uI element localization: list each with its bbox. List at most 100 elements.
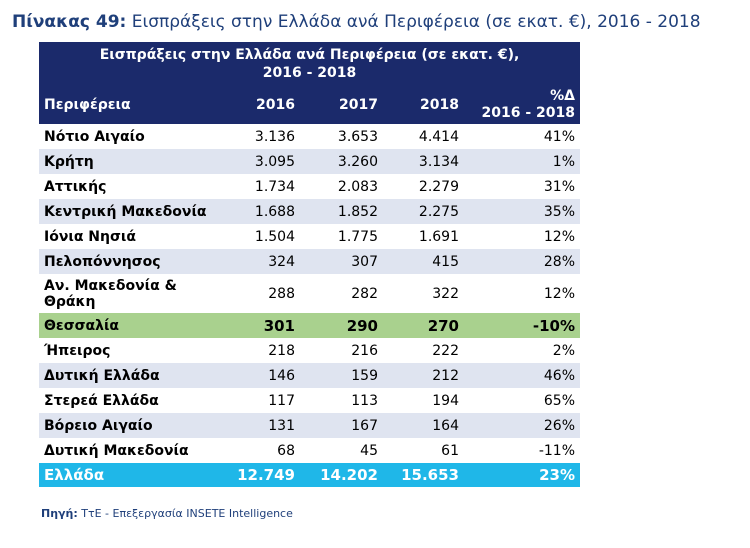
value-2016: 1.504 [213, 224, 300, 249]
value-2017: 113 [300, 388, 383, 413]
total-pct-change: 23% [464, 463, 580, 487]
region-name: Δυτική Ελλάδα [39, 363, 213, 388]
value-2018: 322 [383, 274, 464, 313]
total-name: Ελλάδα [39, 463, 213, 487]
value-2016: 288 [213, 274, 300, 313]
value-2018: 1.691 [383, 224, 464, 249]
table-title-row: Εισπράξεις στην Ελλάδα ανά Περιφέρεια (σ… [39, 42, 580, 86]
header-pct-line1: %Δ [550, 88, 575, 104]
source-note: Πηγή: ΤτΕ - Επεξεργασία INSETE Intellige… [41, 507, 293, 520]
header-region: Περιφέρεια [39, 86, 213, 124]
table-title: Εισπράξεις στην Ελλάδα ανά Περιφέρεια (σ… [39, 42, 580, 86]
pct-change: 26% [464, 413, 580, 438]
table-row: Πελοπόννησος 324 307 415 28% [39, 249, 580, 274]
table-row: Βόρειο Αιγαίο 131 167 164 26% [39, 413, 580, 438]
total-2016: 12.749 [213, 463, 300, 487]
pct-change: -11% [464, 438, 580, 463]
pct-change: -10% [464, 313, 580, 338]
header-pct-change: %Δ 2016 - 2018 [464, 86, 580, 124]
pct-change: 35% [464, 199, 580, 224]
header-2017: 2017 [300, 86, 383, 124]
table-row: Κρήτη 3.095 3.260 3.134 1% [39, 149, 580, 174]
value-2016: 146 [213, 363, 300, 388]
value-2017: 282 [300, 274, 383, 313]
value-2016: 3.095 [213, 149, 300, 174]
region-name: Στερεά Ελλάδα [39, 388, 213, 413]
value-2016: 324 [213, 249, 300, 274]
pct-change: 2% [464, 338, 580, 363]
header-row: Περιφέρεια 2016 2017 2018 %Δ 2016 - 2018 [39, 86, 580, 124]
pct-change: 12% [464, 274, 580, 313]
caption-text: Εισπράξεις στην Ελλάδα ανά Περιφέρεια (σ… [131, 12, 701, 32]
table-row: Αττικής 1.734 2.083 2.279 31% [39, 174, 580, 199]
value-2018: 270 [383, 313, 464, 338]
region-name: Θεσσαλία [39, 313, 213, 338]
value-2016: 218 [213, 338, 300, 363]
table-row: Αν. Μακεδονία & Θράκη 288 282 322 12% [39, 274, 580, 313]
value-2018: 212 [383, 363, 464, 388]
value-2017: 216 [300, 338, 383, 363]
pct-change: 12% [464, 224, 580, 249]
table-row: Δυτική Ελλάδα 146 159 212 46% [39, 363, 580, 388]
region-name: Νότιο Αιγαίο [39, 124, 213, 149]
table-number: Πίνακας 49: [12, 12, 127, 32]
value-2017: 3.653 [300, 124, 383, 149]
region-name-line1: Αν. Μακεδονία & [44, 277, 177, 294]
value-2017: 1.775 [300, 224, 383, 249]
value-2016: 117 [213, 388, 300, 413]
header-pct-line2: 2016 - 2018 [481, 105, 576, 121]
table-caption: Πίνακας 49: Εισπράξεις στην Ελλάδα ανά Π… [12, 12, 701, 32]
region-name: Ιόνια Νησιά [39, 224, 213, 249]
pct-change: 1% [464, 149, 580, 174]
region-name: Δυτική Μακεδονία [39, 438, 213, 463]
table-row: Ήπειρος 218 216 222 2% [39, 338, 580, 363]
table-row: Ιόνια Νησιά 1.504 1.775 1.691 12% [39, 224, 580, 249]
pct-change: 41% [464, 124, 580, 149]
header-2016: 2016 [213, 86, 300, 124]
value-2018: 415 [383, 249, 464, 274]
value-2016: 3.136 [213, 124, 300, 149]
value-2017: 290 [300, 313, 383, 338]
source-text: ΤτΕ - Επεξεργασία INSETE Intelligence [77, 507, 293, 520]
value-2017: 45 [300, 438, 383, 463]
pct-change: 28% [464, 249, 580, 274]
value-2018: 2.275 [383, 199, 464, 224]
value-2018: 164 [383, 413, 464, 438]
value-2017: 2.083 [300, 174, 383, 199]
value-2016: 68 [213, 438, 300, 463]
total-2017: 14.202 [300, 463, 383, 487]
region-name: Κρήτη [39, 149, 213, 174]
source-label: Πηγή: [41, 507, 78, 520]
pct-change: 46% [464, 363, 580, 388]
value-2016: 131 [213, 413, 300, 438]
region-name: Κεντρική Μακεδονία [39, 199, 213, 224]
table-row: Κεντρική Μακεδονία 1.688 1.852 2.275 35% [39, 199, 580, 224]
table-row: Νότιο Αιγαίο 3.136 3.653 4.414 41% [39, 124, 580, 149]
value-2017: 159 [300, 363, 383, 388]
region-name: Πελοπόννησος [39, 249, 213, 274]
table-row: Δυτική Μακεδονία 68 45 61 -11% [39, 438, 580, 463]
value-2018: 61 [383, 438, 464, 463]
value-2016: 301 [213, 313, 300, 338]
receipts-table: Εισπράξεις στην Ελλάδα ανά Περιφέρεια (σ… [39, 42, 580, 487]
value-2018: 222 [383, 338, 464, 363]
table-title-line2: 2016 - 2018 [262, 65, 357, 81]
value-2017: 1.852 [300, 199, 383, 224]
table-row-highlighted: Θεσσαλία 301 290 270 -10% [39, 313, 580, 338]
region-name: Ήπειρος [39, 338, 213, 363]
total-row: Ελλάδα 12.749 14.202 15.653 23% [39, 463, 580, 487]
value-2017: 307 [300, 249, 383, 274]
value-2018: 2.279 [383, 174, 464, 199]
total-2018: 15.653 [383, 463, 464, 487]
pct-change: 31% [464, 174, 580, 199]
value-2016: 1.734 [213, 174, 300, 199]
value-2016: 1.688 [213, 199, 300, 224]
table-row: Στερεά Ελλάδα 117 113 194 65% [39, 388, 580, 413]
value-2018: 194 [383, 388, 464, 413]
pct-change: 65% [464, 388, 580, 413]
header-2018: 2018 [383, 86, 464, 124]
region-name: Αττικής [39, 174, 213, 199]
table-title-line1: Εισπράξεις στην Ελλάδα ανά Περιφέρεια (σ… [99, 47, 520, 63]
value-2017: 167 [300, 413, 383, 438]
value-2018: 4.414 [383, 124, 464, 149]
